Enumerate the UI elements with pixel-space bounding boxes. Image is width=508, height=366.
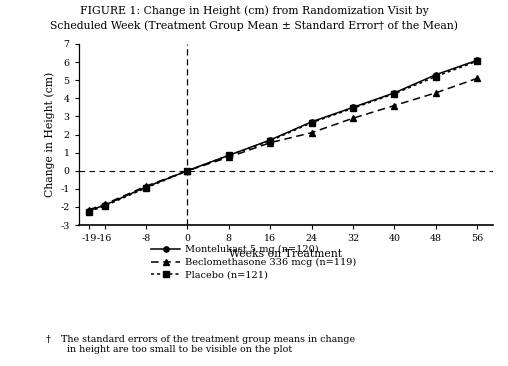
Text: Scheduled Week (Treatment Group Mean ± Standard Error† of the Mean): Scheduled Week (Treatment Group Mean ± S… [50, 20, 458, 31]
X-axis label: Weeks on Treatment: Weeks on Treatment [229, 249, 342, 259]
Legend: Montelukast 5 mg (n=120), Beclomethasone 336 mcg (n=119), Placebo (n=121): Montelukast 5 mg (n=120), Beclomethasone… [147, 241, 360, 284]
Text: The standard errors of the treatment group means in change
   in height are too : The standard errors of the treatment gro… [58, 335, 356, 354]
Y-axis label: Change in Height (cm): Change in Height (cm) [44, 72, 55, 197]
Text: †: † [46, 335, 51, 344]
Text: FIGURE 1: Change in Height (cm) from Randomization Visit by: FIGURE 1: Change in Height (cm) from Ran… [80, 5, 428, 16]
